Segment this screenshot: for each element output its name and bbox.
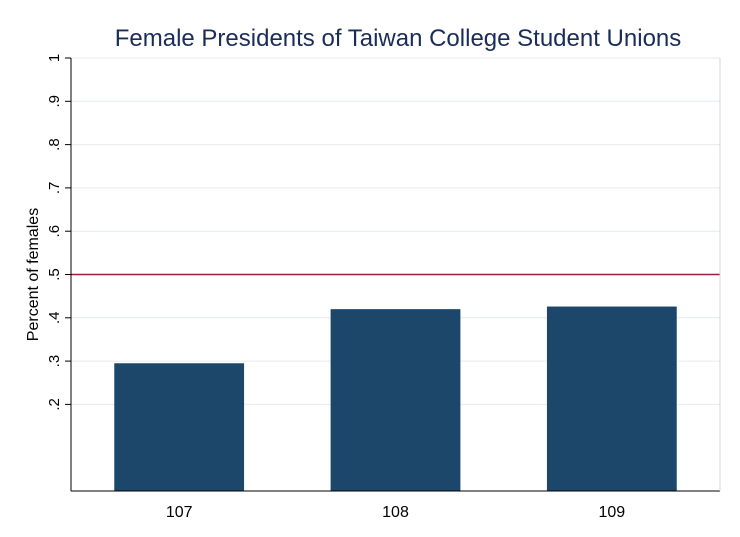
axes <box>65 57 721 492</box>
y-tick-label: .4 <box>46 312 63 325</box>
bar-107 <box>114 363 245 491</box>
bar-108 <box>330 309 461 491</box>
bars <box>114 306 677 491</box>
y-tick-label: .5 <box>46 268 63 281</box>
chart-title: Female Presidents of Taiwan College Stud… <box>115 25 682 52</box>
bar-109 <box>546 306 677 491</box>
y-tick-label: 1 <box>46 54 63 62</box>
y-tick-label: .9 <box>46 95 63 108</box>
y-tick-label: .2 <box>46 398 63 411</box>
tick-labels: .2 .3 .4 .5 .6 .7 .8 .9 1 107 108 109 <box>46 54 625 521</box>
y-tick-label: .8 <box>46 138 63 151</box>
y-tick-label: .3 <box>46 355 63 368</box>
x-tick-label: 109 <box>598 504 625 521</box>
y-axis-label: Percent of females <box>25 208 42 341</box>
x-tick-label: 108 <box>382 504 409 521</box>
y-tick-label: .7 <box>46 182 63 195</box>
y-tick-label: .6 <box>46 225 63 238</box>
x-tick-label: 107 <box>166 504 193 521</box>
